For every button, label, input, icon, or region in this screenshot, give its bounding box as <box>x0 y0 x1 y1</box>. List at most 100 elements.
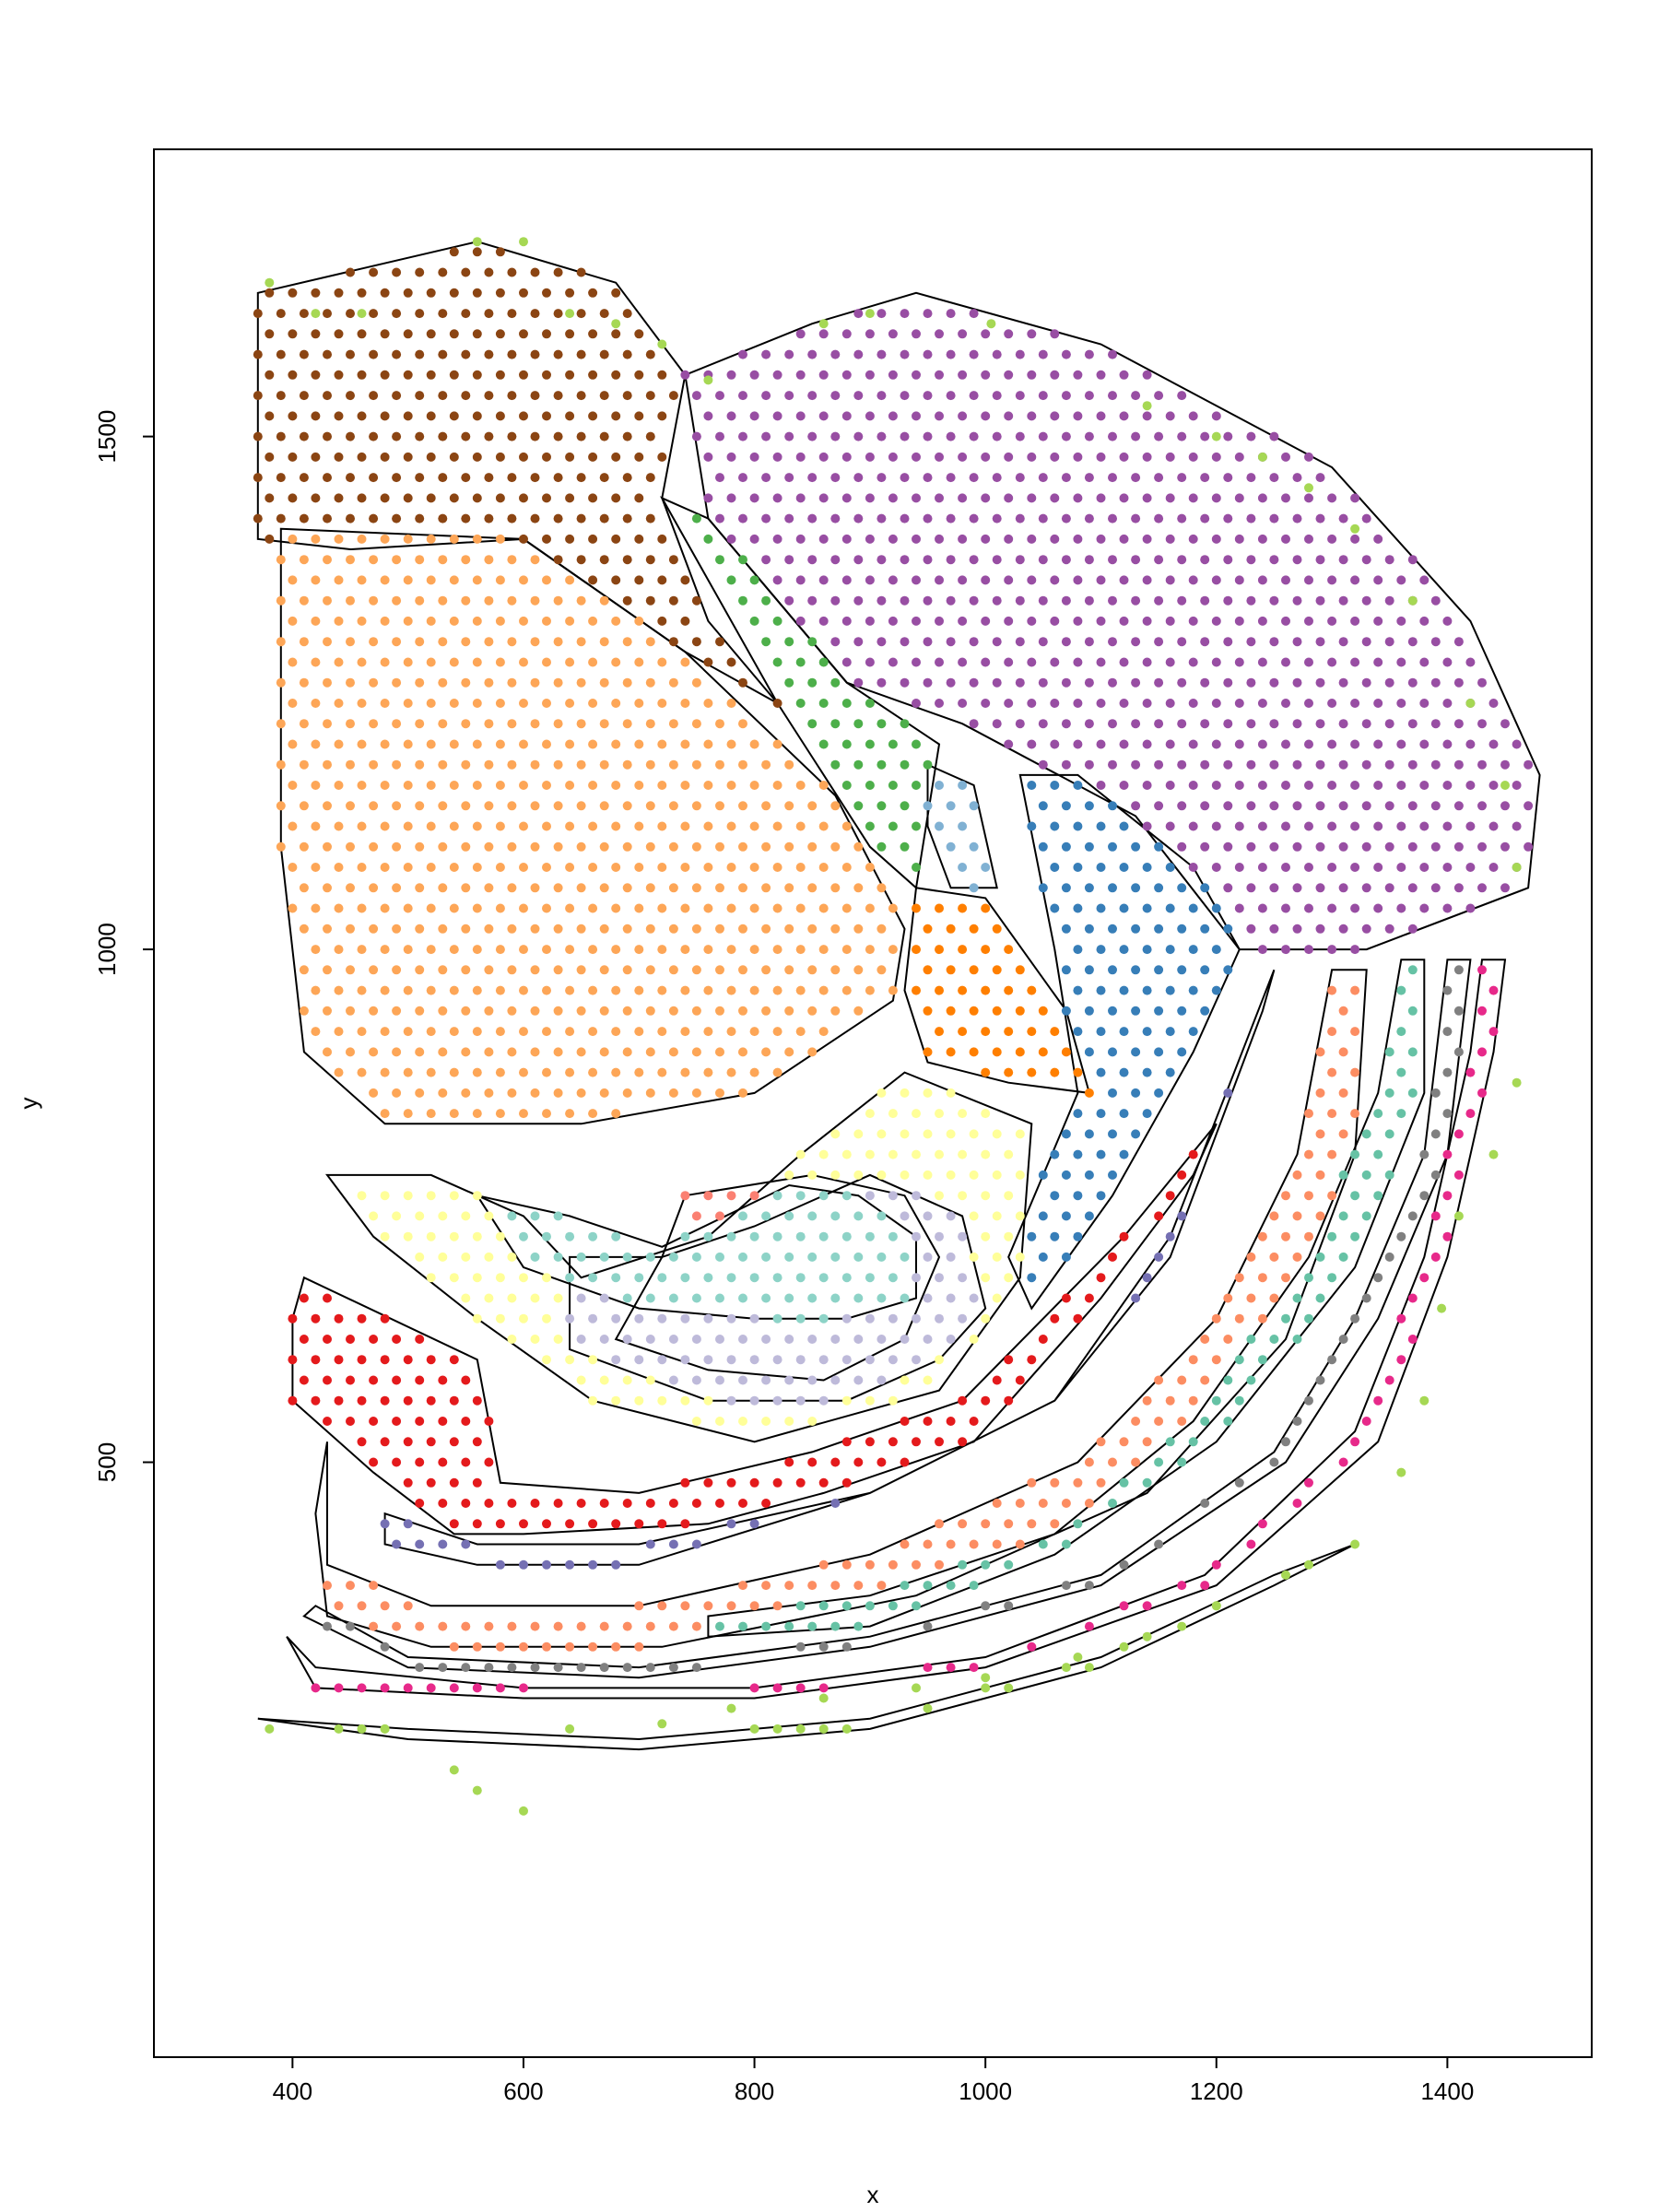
data-point <box>1292 513 1302 524</box>
data-point <box>1327 1027 1337 1037</box>
data-point <box>461 1088 471 1098</box>
data-point <box>403 657 413 667</box>
data-point <box>969 1006 979 1016</box>
data-point <box>334 781 344 790</box>
data-point <box>807 1417 818 1426</box>
data-point <box>715 924 724 934</box>
data-point <box>657 616 667 626</box>
data-point <box>1292 1335 1302 1344</box>
data-point <box>923 1621 933 1631</box>
data-point <box>1465 863 1476 872</box>
data-point <box>484 719 494 729</box>
data-point <box>923 1335 933 1344</box>
data-point <box>969 473 979 483</box>
data-point <box>472 1231 482 1241</box>
data-point <box>1188 411 1198 421</box>
region-outline-slate-band <box>383 969 1276 1566</box>
data-point <box>530 719 540 729</box>
data-point <box>1361 759 1371 770</box>
data-point <box>888 370 898 380</box>
data-point <box>449 1765 459 1775</box>
data-point <box>1165 1027 1175 1037</box>
data-point <box>1246 1335 1256 1344</box>
data-point <box>299 391 309 401</box>
data-point <box>749 1724 759 1734</box>
data-point <box>1177 719 1187 729</box>
data-point <box>1084 1293 1094 1303</box>
data-point <box>1234 739 1244 749</box>
data-point <box>1407 924 1418 934</box>
data-point <box>1096 781 1106 790</box>
data-point <box>530 1499 540 1508</box>
data-point <box>461 801 471 811</box>
data-point <box>1269 1335 1279 1344</box>
data-point <box>438 1499 448 1508</box>
data-point <box>1084 595 1094 606</box>
data-point <box>634 493 644 503</box>
data-point <box>715 391 724 401</box>
data-point <box>738 1211 747 1221</box>
data-point <box>449 1191 459 1201</box>
data-point <box>1108 801 1117 811</box>
data-point <box>403 1027 413 1037</box>
data-point <box>253 431 263 441</box>
data-point <box>1027 1231 1037 1241</box>
data-point <box>1108 1252 1117 1262</box>
data-point <box>784 391 794 401</box>
data-point <box>599 1293 609 1303</box>
data-point <box>403 1231 413 1241</box>
data-point <box>530 883 540 893</box>
data-point <box>888 452 898 462</box>
data-point <box>715 513 724 524</box>
data-point <box>357 534 367 544</box>
data-point <box>472 985 482 995</box>
data-point <box>403 493 413 503</box>
data-point <box>311 1313 321 1324</box>
region-outline-red-patch <box>291 1123 1218 1535</box>
data-point <box>461 677 471 688</box>
data-point <box>818 657 829 667</box>
data-point <box>1304 452 1313 462</box>
data-point <box>1327 903 1337 913</box>
data-point <box>841 1191 852 1201</box>
data-point <box>853 1170 864 1180</box>
data-point <box>946 1252 956 1262</box>
data-point <box>1396 985 1406 995</box>
data-point <box>530 1252 540 1262</box>
data-point <box>542 452 551 462</box>
data-point <box>1084 349 1094 359</box>
data-point <box>519 821 528 831</box>
data-point <box>691 677 701 688</box>
data-point <box>507 1499 517 1508</box>
data-point <box>912 985 921 995</box>
data-point <box>853 349 864 359</box>
data-point <box>645 965 655 975</box>
data-point <box>1223 1088 1233 1098</box>
data-point <box>1200 1335 1210 1344</box>
data-point <box>1061 965 1071 975</box>
data-point <box>530 1335 540 1344</box>
data-point <box>888 821 898 831</box>
data-point <box>634 534 644 544</box>
data-point <box>288 699 298 708</box>
data-point <box>1015 391 1025 401</box>
data-point <box>1361 1129 1371 1139</box>
data-point <box>553 513 563 524</box>
data-point <box>426 452 436 462</box>
data-point <box>1027 1067 1037 1077</box>
data-point <box>946 513 956 524</box>
data-point <box>565 1231 575 1241</box>
data-point <box>484 1293 494 1303</box>
data-point <box>438 719 448 729</box>
data-point <box>495 1519 505 1529</box>
data-point <box>1211 1313 1221 1324</box>
data-point <box>1384 1170 1394 1180</box>
data-point <box>645 1621 655 1631</box>
data-point <box>1338 883 1348 893</box>
data-point <box>749 1395 759 1406</box>
data-point <box>1027 1477 1037 1488</box>
data-point <box>981 657 991 667</box>
data-point <box>772 370 782 380</box>
data-point <box>634 739 644 749</box>
data-point <box>761 1375 771 1385</box>
